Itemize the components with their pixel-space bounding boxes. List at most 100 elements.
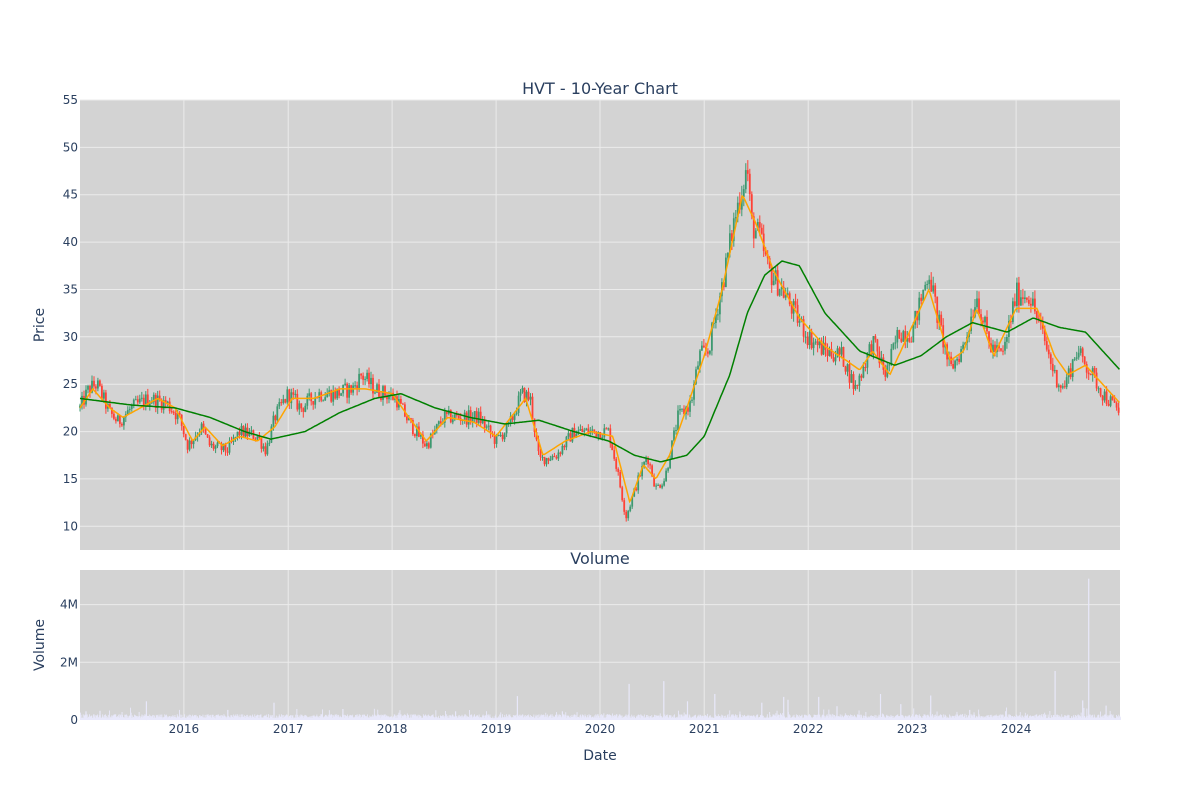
volume-bar-1799 <box>1104 714 1106 720</box>
volume-bar-120 <box>148 716 150 720</box>
volume-bar-926 <box>607 714 609 720</box>
volume-bar-438 <box>329 714 331 720</box>
candle-body-24 <box>126 410 129 415</box>
volume-bar-458 <box>340 717 342 720</box>
volume-bar-1097 <box>704 715 706 720</box>
volume-bar-899 <box>592 716 593 720</box>
candle-body-162 <box>402 403 404 405</box>
volume-bar-88 <box>130 707 131 720</box>
candle-body-6 <box>91 380 93 393</box>
volume-bar-1253 <box>793 714 795 720</box>
volume-bar-465 <box>344 715 346 720</box>
volume-bar-550 <box>393 716 395 720</box>
volume-bar-1194 <box>760 715 761 720</box>
volume-bar-272 <box>234 715 236 720</box>
volume-bar-1787 <box>1097 714 1099 720</box>
volume-bar-1435 <box>897 714 899 720</box>
volume-bar-96 <box>134 715 136 720</box>
volume-bar-1198 <box>762 716 764 720</box>
volume-bar-150 <box>165 716 167 720</box>
volume-bar-375 <box>293 717 295 720</box>
volume-bar-333 <box>269 714 271 720</box>
volume-bar-840 <box>558 714 560 720</box>
volume-bar-1225 <box>777 714 779 720</box>
volume-bar-314 <box>258 718 260 720</box>
volume-bar-873 <box>577 717 579 720</box>
volume-bar-631 <box>439 718 441 720</box>
volume-bar-186 <box>185 718 187 720</box>
volume-bar-1610 <box>997 715 998 720</box>
volume-bar-1081 <box>695 717 697 720</box>
volume-bar-67 <box>118 715 120 720</box>
volume-bar-1407 <box>881 717 883 720</box>
candle-body-69 <box>216 442 219 447</box>
volume-bar-45 <box>105 718 107 720</box>
candle-body-273 <box>623 500 626 512</box>
volume-bar-311 <box>257 714 258 720</box>
volume-bar-1307 <box>824 715 826 720</box>
candle-body-414 <box>904 331 907 342</box>
price-y-tick-20: 20 <box>63 425 78 439</box>
volume-bar-596 <box>419 716 421 720</box>
candle-body-410 <box>896 330 899 343</box>
volume-bar-952 <box>622 718 624 720</box>
volume-bar-500 <box>364 715 366 720</box>
volume-bar-73 <box>121 712 123 720</box>
volume-bar-284 <box>241 716 243 720</box>
volume-bar-1635 <box>1011 716 1013 720</box>
candle-body-33 <box>144 394 147 407</box>
volume-bar-1817 <box>1114 718 1116 720</box>
volume-bar-252 <box>223 714 225 720</box>
volume-bar-1061 <box>684 716 686 720</box>
candle-body-138 <box>354 385 356 387</box>
volume-bar-1574 <box>976 717 978 720</box>
volume-bar-1349 <box>848 715 850 720</box>
volume-bar-1362 <box>855 717 857 720</box>
volume-bar-1284 <box>811 717 813 720</box>
candle-body-281 <box>639 475 642 477</box>
candle-body-450 <box>976 298 978 308</box>
volume-bar-135 <box>156 714 158 720</box>
candle-body-303 <box>683 408 685 415</box>
volume-bar-1820 <box>1116 717 1118 720</box>
volume-bar-640 <box>444 716 446 720</box>
volume-bar-730 <box>495 717 497 720</box>
volume-bar-518 <box>375 715 376 720</box>
price-y-tick-25: 25 <box>63 377 78 391</box>
volume-bar-50 <box>108 718 110 720</box>
volume-bar-625 <box>436 716 437 720</box>
volume-bar-1451 <box>906 717 908 720</box>
volume-bar-15 <box>88 716 90 720</box>
volume-bar-870 <box>575 715 577 720</box>
volume-bar-124 <box>150 717 152 720</box>
volume-bar-1580 <box>979 717 981 720</box>
volume-bar-555 <box>396 717 397 720</box>
candle-body-3 <box>85 389 87 405</box>
volume-bar-39 <box>102 714 104 720</box>
volume-bar-1350 <box>848 716 850 720</box>
candle-body-122 <box>322 400 325 402</box>
volume-bar-1805 <box>1108 717 1109 720</box>
candle-body-495 <box>1065 377 1068 388</box>
candle-body-371 <box>818 340 821 346</box>
volume-bar-516 <box>373 708 375 720</box>
volume-bar-1789 <box>1098 717 1100 720</box>
volume-bar-579 <box>409 714 411 720</box>
volume-bar-1041 <box>672 717 674 720</box>
volume-bar-553 <box>395 718 396 720</box>
candle-body-296 <box>669 459 671 469</box>
volume-bar-1573 <box>975 715 977 720</box>
volume-bar-1273 <box>805 715 806 720</box>
candle-body-21 <box>121 423 123 426</box>
volume-bar-760 <box>512 715 514 720</box>
candle-body-347 <box>770 267 773 286</box>
candle-body-416 <box>908 338 911 342</box>
volume-bar-234 <box>213 717 215 720</box>
volume-bar-972 <box>633 715 635 720</box>
volume-spike-19 <box>900 704 902 720</box>
volume-bar-320 <box>262 717 264 720</box>
volume-bar-52 <box>109 718 111 720</box>
volume-bar-1406 <box>880 717 882 720</box>
volume-bar-574 <box>406 713 408 720</box>
candle-body-368 <box>812 342 815 349</box>
